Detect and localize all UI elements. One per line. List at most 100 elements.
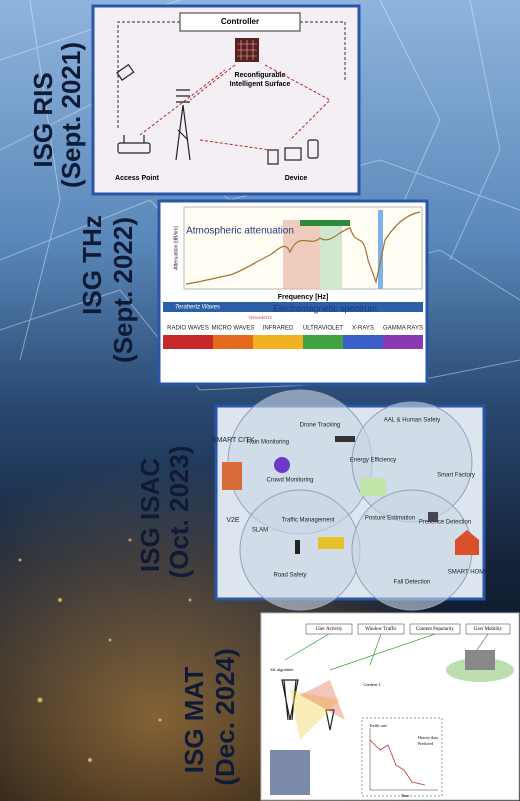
predicted: Predicted: [418, 741, 433, 746]
aal: AAL & Human Safety: [384, 418, 440, 424]
decoration: [281, 679, 335, 731]
posture: Posture Estimation: [365, 516, 415, 522]
decoration: [267, 149, 279, 165]
surface-line: Intelligent Surface: [230, 81, 291, 88]
x-axis-label: Frequency [Hz]: [278, 294, 329, 301]
decoration: [185, 211, 421, 285]
decoration: [175, 89, 191, 161]
mat-header: User Activity: [316, 627, 343, 632]
decoration: [116, 63, 135, 81]
decoration: [253, 335, 303, 349]
decoration: [325, 709, 335, 731]
decoration: [37, 697, 43, 703]
v2e: V2E: [226, 517, 240, 524]
decoration: [343, 335, 383, 349]
spectrum-label: Electromagnetic spectrum: [273, 303, 377, 313]
fall: Fall Detection: [394, 580, 431, 586]
decoration: [123, 135, 145, 143]
decoration: [284, 147, 302, 161]
decoration: [270, 750, 310, 795]
road: Road Safety: [273, 573, 306, 579]
crowd: Crowd Monitoring: [266, 478, 313, 484]
region-label: RADIO WAVES: [167, 326, 209, 332]
rain: Rain Monitoring: [247, 440, 289, 446]
decoration: [283, 220, 323, 289]
decoration: [335, 436, 355, 442]
decoration: [284, 633, 489, 671]
drone: Drone Tracking: [300, 423, 341, 429]
decoration: [117, 142, 151, 154]
region-label: GAMMA RAYS: [383, 326, 423, 332]
decoration: [369, 728, 438, 791]
decoration: [300, 220, 350, 226]
decoration: [116, 63, 319, 165]
presence: Presence Detection: [419, 520, 471, 526]
region-label: MICRO WAVES: [212, 326, 255, 332]
traffic-rate: Traffic rate: [369, 723, 387, 728]
terahertz-label: TERAHERTZ: [248, 315, 272, 320]
history: History data: [418, 735, 438, 740]
region-label: INFRARED: [263, 326, 294, 332]
smart-home: SMART HOME: [448, 570, 488, 576]
y-axis-label: Attenuation [dB/km]: [173, 226, 179, 270]
decoration: [361, 717, 443, 797]
decoration: [300, 680, 345, 720]
isg-name: ISG THz: [77, 215, 107, 315]
decoration: [360, 478, 386, 496]
decoration: [320, 220, 342, 289]
decoration: [108, 638, 112, 642]
band-label: Terahertz Waves: [175, 305, 220, 311]
mat-header: User Mobility: [474, 627, 503, 632]
panel-isac: SMART CITY Rain Monitoring Drone Trackin…: [212, 389, 488, 611]
decoration: [128, 538, 132, 542]
decoration: [369, 739, 426, 786]
decoration: [188, 598, 192, 602]
controller: Controller: [221, 17, 259, 26]
isg-date: (Oct. 2023): [164, 446, 194, 579]
decoration: [281, 679, 299, 721]
decoration: [163, 335, 213, 349]
spectrum-strip: [163, 335, 423, 349]
decoration: [58, 598, 62, 602]
smart-city: SMART CITY: [212, 437, 254, 444]
device: Device: [285, 175, 308, 182]
isg-date: (Sept. 2021): [56, 42, 86, 188]
panel-ris: Controller Reconfigurable Intelligent Su…: [91, 4, 361, 196]
isg-name: ISG ISAC: [135, 458, 165, 572]
decoration: [295, 540, 300, 554]
decoration: [91, 4, 361, 196]
surface-line: Reconfigurable: [235, 72, 286, 79]
decoration: [237, 40, 257, 60]
decoration: [455, 530, 479, 555]
isg-name: ISG MAT: [179, 667, 209, 774]
isg-date: (Dec. 2024): [210, 648, 240, 785]
decoration: [307, 139, 319, 159]
panel-thz: Attenuation [dB/km] Atmospheric attenuat…: [157, 199, 429, 386]
isg-name: ISG RIS: [28, 72, 58, 167]
decoration: [158, 718, 162, 722]
decoration: [378, 210, 383, 289]
decoration: [351, 489, 473, 611]
ml-label: ML algorithm: [271, 667, 295, 672]
decoration: [303, 335, 343, 349]
energy: Energy Efficiency: [350, 458, 396, 464]
content-label: Content 1: [363, 682, 381, 687]
slam: SLAM: [252, 528, 268, 534]
decoration: [274, 457, 290, 473]
panel-mat: User Activity Window Traffic Content Pop…: [260, 612, 520, 801]
mat-header: Window Traffic: [365, 627, 398, 632]
traffic: Traffic Management: [281, 518, 334, 524]
decoration: [465, 650, 495, 670]
decoration: [428, 512, 438, 522]
decoration: [213, 335, 253, 349]
thz-title: Atmospheric attenuation: [186, 226, 294, 237]
isg-date: (Sept. 2022): [108, 217, 138, 363]
mat-header: Content Popularity: [416, 627, 454, 632]
decoration: [383, 335, 423, 349]
decoration: [290, 690, 340, 740]
isac-icons: [222, 436, 479, 555]
region-label: X-RAYS: [352, 326, 374, 332]
region-label: ULTRAVIOLET: [303, 326, 343, 332]
